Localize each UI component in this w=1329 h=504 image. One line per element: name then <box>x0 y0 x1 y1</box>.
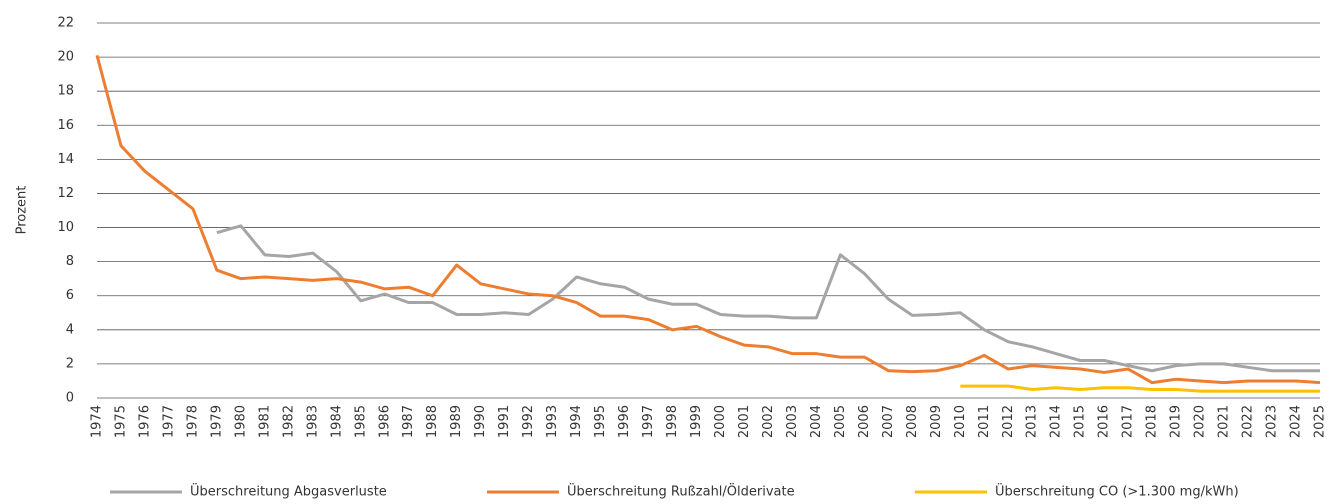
x-tick-label: 2007 <box>881 405 896 438</box>
y-tick-label: 20 <box>57 50 74 65</box>
x-tick-label: 2005 <box>833 405 848 438</box>
line-series <box>216 224 1320 373</box>
x-tick-label: 1987 <box>401 405 416 438</box>
legend-label: Überschreitung CO (>1.300 mg/kWh) <box>995 483 1239 500</box>
y-axis-label: Prozent <box>15 186 30 235</box>
x-tick-label: 1989 <box>449 405 464 438</box>
x-tick-label: 1976 <box>137 405 152 438</box>
x-tick-label: 2011 <box>977 405 992 438</box>
x-tick-label: 2013 <box>1025 405 1040 438</box>
x-tick-label: 2002 <box>761 405 776 438</box>
x-tick-label: 2006 <box>857 405 872 438</box>
x-tick-label: 2022 <box>1241 405 1256 438</box>
y-tick-label: 2 <box>66 356 74 371</box>
x-tick-label: 1990 <box>473 405 488 438</box>
x-tick-label: 2009 <box>929 405 944 438</box>
x-tick-label: 1996 <box>617 405 632 438</box>
x-tick-label: 1986 <box>377 405 392 438</box>
x-tick-label: 1999 <box>689 405 704 438</box>
x-tick-label: 2021 <box>1217 405 1232 438</box>
x-tick-label: 1974 <box>90 405 105 438</box>
x-tick-label: 1997 <box>641 405 656 438</box>
x-tick-label: 2024 <box>1289 405 1304 438</box>
x-tick-label: 2010 <box>953 405 968 438</box>
x-tick-label: 2000 <box>713 405 728 438</box>
x-tick-label: 2025 <box>1313 405 1328 438</box>
x-tick-label: 1979 <box>209 405 224 438</box>
x-tick-label: 1984 <box>329 405 344 438</box>
x-tick-label: 2018 <box>1145 405 1160 438</box>
y-tick-label: 12 <box>57 186 74 201</box>
x-tick-label: 1993 <box>545 405 560 438</box>
x-tick-label: 2001 <box>737 405 752 438</box>
x-tick-label: 1992 <box>521 405 536 438</box>
y-tick-label: 0 <box>66 391 74 406</box>
line-series <box>960 384 1320 393</box>
y-tick-label: 22 <box>57 16 74 31</box>
x-tick-label: 2012 <box>1001 405 1016 438</box>
y-tick-label: 10 <box>57 220 74 235</box>
x-tick-label: 2023 <box>1265 405 1280 438</box>
y-tick-label: 4 <box>66 322 74 337</box>
x-tick-label: 2014 <box>1049 405 1064 438</box>
x-tick-label: 2015 <box>1073 405 1088 438</box>
x-tick-label: 1985 <box>353 405 368 438</box>
x-tick-label: 1980 <box>233 405 248 438</box>
x-tick-label: 1988 <box>425 405 440 438</box>
x-tick-label: 1981 <box>257 405 272 438</box>
x-tick-label: 1983 <box>305 405 320 438</box>
x-tick-label: 1982 <box>281 405 296 438</box>
x-tick-label: 2017 <box>1121 405 1136 438</box>
x-tick-label: 2004 <box>809 405 824 438</box>
x-tick-label: 1995 <box>593 405 608 438</box>
y-tick-label: 16 <box>57 118 74 133</box>
legend-label: Überschreitung Rußzahl/Ölderivate <box>567 483 795 500</box>
x-tick-label: 1978 <box>185 405 200 438</box>
x-tick-label: 1975 <box>113 405 128 438</box>
x-tick-label: 2016 <box>1097 405 1112 438</box>
x-tick-label: 2019 <box>1169 405 1184 438</box>
x-tick-label: 1998 <box>665 405 680 438</box>
x-tick-label: 1977 <box>161 405 176 438</box>
line-series <box>95 55 1321 385</box>
y-tick-label: 18 <box>57 84 74 99</box>
x-tick-label: 2008 <box>905 405 920 438</box>
y-tick-label: 14 <box>57 152 74 167</box>
x-tick-label: 2020 <box>1193 405 1208 438</box>
legend-label: Überschreitung Abgasverluste <box>190 483 387 500</box>
x-tick-label: 2003 <box>785 405 800 438</box>
y-tick-label: 6 <box>66 288 74 303</box>
y-tick-label: 8 <box>66 254 74 269</box>
x-tick-label: 1991 <box>497 405 512 438</box>
x-tick-label: 1994 <box>569 405 584 438</box>
